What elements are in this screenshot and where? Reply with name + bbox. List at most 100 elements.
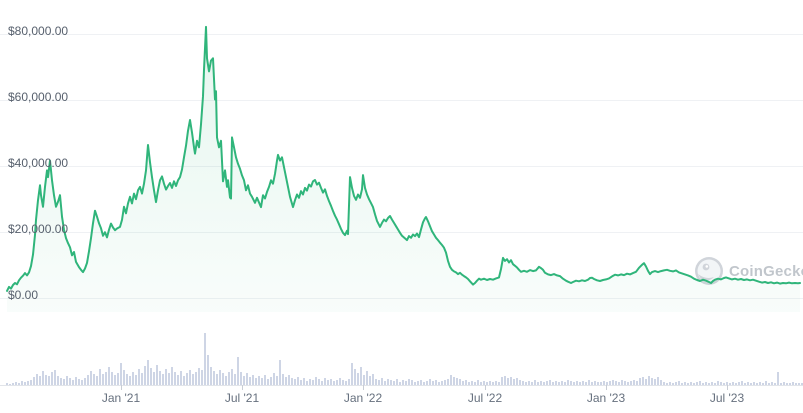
x-axis-label: Jul '22 [467,391,503,405]
volume-bar [294,379,296,385]
volume-bar [627,382,629,385]
volume-bar [699,381,701,385]
gridline [0,231,803,233]
volume-bar [372,374,374,385]
volume-bar [375,379,377,385]
volume-bar [210,367,212,385]
coingecko-gecko-logo-icon [694,256,724,286]
volume-bar [600,382,602,385]
volume-bar [180,371,182,385]
volume-bar [87,375,89,385]
volume-bar [690,382,692,385]
volume-bar [57,376,59,385]
volume-bar [300,380,302,385]
volume-bar [414,382,416,385]
gridline [0,99,803,101]
volume-bar [753,382,755,385]
volume-bar [339,378,341,385]
volume-bar [477,380,479,385]
volume-bar [387,379,389,385]
volume-bar [654,379,656,385]
volume-bar [30,380,32,385]
volume-bar [645,379,647,385]
volume-bar [168,373,170,385]
volume-bar [729,383,731,385]
volume-bar [396,379,398,385]
volume-bar [36,374,38,385]
volume-bar [615,381,617,385]
volume-bar [216,374,218,385]
volume-bar [141,373,143,385]
volume-bar [342,380,344,385]
volume-bar [192,374,194,385]
volume-bar [609,381,611,385]
volume-bar [636,381,638,385]
volume-bar [246,373,248,385]
volume-bar [156,365,158,385]
volume-bar [186,373,188,385]
volume-bar [768,383,770,385]
volume-bar [618,382,620,385]
volume-bar [660,380,662,385]
volume-bar [801,383,803,385]
volume-bar [306,381,308,385]
volume-bar [591,382,593,385]
volume-bar [333,381,335,385]
volume-bar [786,383,788,385]
volume-bar [723,383,725,385]
volume-bar [279,360,281,385]
volume-bar [735,383,737,385]
volume-bar [261,378,263,385]
volume-bars-chart[interactable] [6,333,803,385]
volume-bar [291,378,293,385]
volume-bar [378,380,380,385]
volume-bar [756,383,758,385]
volume-bar [150,368,152,385]
volume-bar [669,382,671,385]
volume-bar [528,381,530,385]
volume-bar [642,377,644,385]
volume-bar [480,382,482,385]
volume-bar [777,372,779,385]
y-axis-label: $0.00 [8,287,39,302]
volume-bar [129,376,131,385]
volume-bar [153,372,155,385]
volume-bar [531,382,533,385]
volume-bar [435,380,437,385]
volume-bar [231,369,233,385]
volume-bar [534,380,536,385]
volume-bar [489,381,491,385]
volume-bar [321,381,323,385]
coingecko-watermark: CoinGecko [694,256,803,286]
volume-bar [18,383,20,385]
volume-bar [759,382,761,385]
volume-bar [546,381,548,385]
volume-bar [6,383,8,385]
volume-bar [327,380,329,385]
volume-bar [498,382,500,385]
x-axis-label: Jan '22 [343,391,383,405]
volume-bar [717,381,719,385]
volume-bar [771,382,773,385]
volume-bar [51,372,53,385]
gridline [0,165,803,167]
volume-bar [177,375,179,385]
volume-bar [357,373,359,385]
volume-bar [159,371,161,385]
volume-bar [198,368,200,385]
volume-bar [429,379,431,385]
volume-bar [666,383,668,385]
volume-bar [696,382,698,385]
volume-bar [282,374,284,385]
volume-bar [102,374,104,385]
volume-bar [324,378,326,385]
volume-bar [603,381,605,385]
volume-bar [144,366,146,385]
volume-bar [693,383,695,385]
x-axis-tick [727,385,728,390]
volume-bar [369,376,371,385]
volume-bar [393,381,395,385]
volume-bar [183,376,185,385]
volume-bar [213,371,215,385]
